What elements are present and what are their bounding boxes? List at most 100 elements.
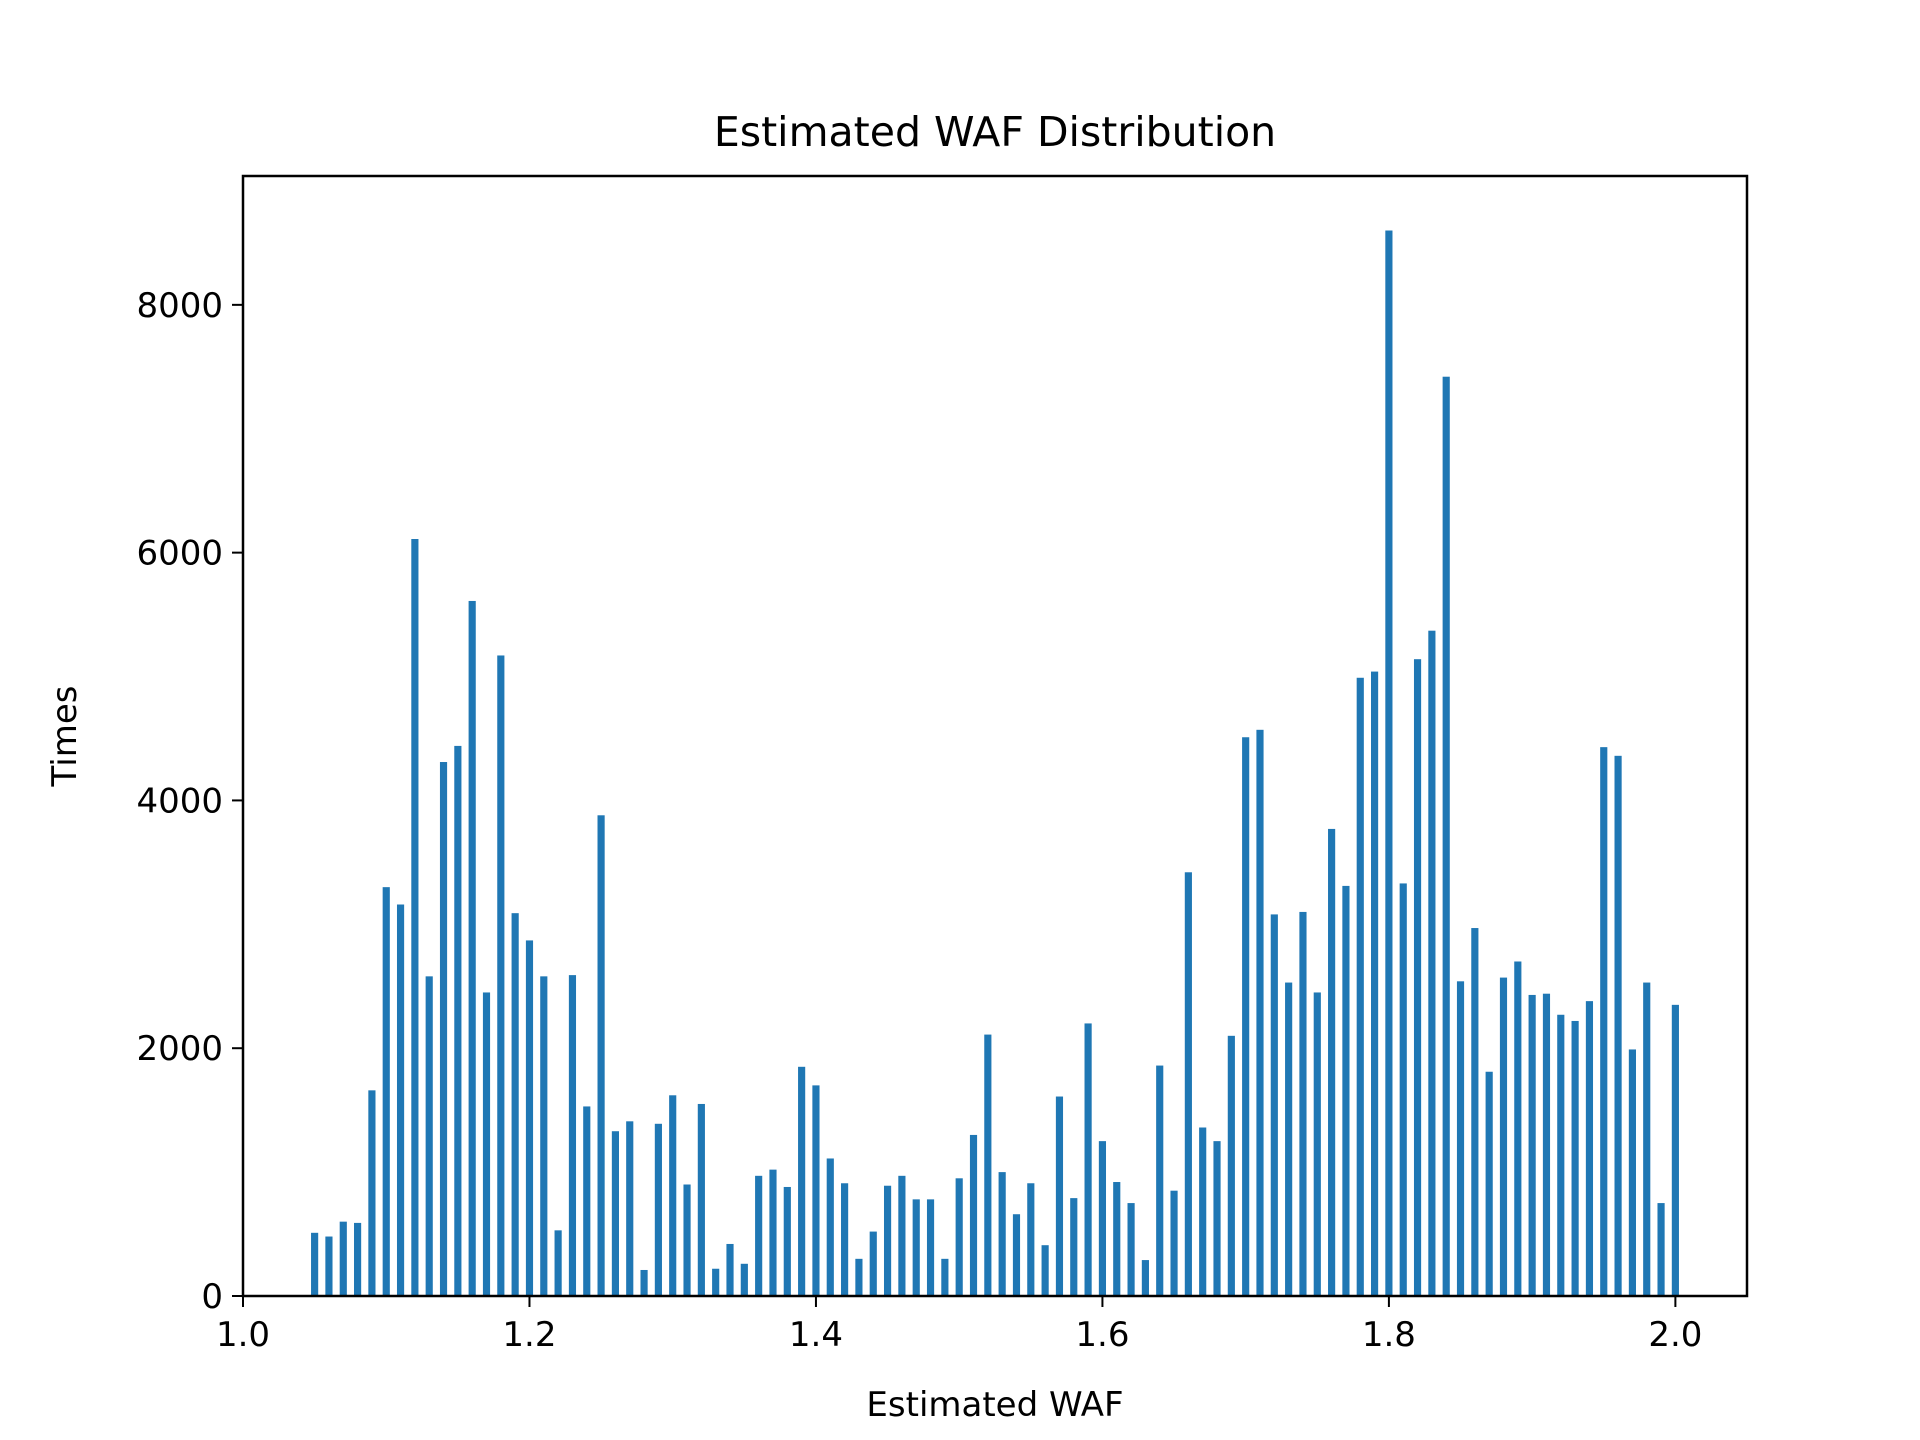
bar — [1385, 230, 1393, 1296]
bar — [826, 1158, 834, 1296]
bar — [1657, 1203, 1665, 1296]
bar — [396, 904, 405, 1296]
bar — [354, 1222, 362, 1296]
bar — [1055, 1096, 1064, 1296]
bar — [1041, 1245, 1049, 1296]
bar — [712, 1268, 720, 1296]
bar — [1285, 982, 1293, 1296]
bar — [969, 1134, 978, 1296]
x-tick-label: 1.0 — [216, 1315, 270, 1355]
bar — [597, 815, 605, 1296]
bar — [554, 1230, 562, 1296]
chart-title: Estimated WAF Distribution — [714, 108, 1276, 156]
bar — [439, 762, 448, 1296]
bar — [468, 600, 476, 1296]
bar — [1356, 677, 1364, 1296]
bar — [984, 1034, 992, 1296]
bar — [339, 1221, 347, 1296]
bar — [382, 887, 390, 1296]
bar — [1600, 747, 1608, 1296]
bar — [1270, 914, 1278, 1296]
bar — [1628, 1049, 1636, 1296]
x-tick-label: 1.4 — [789, 1315, 843, 1355]
bar — [898, 1175, 906, 1296]
bar — [454, 745, 462, 1296]
bar — [926, 1199, 935, 1296]
bar — [1070, 1198, 1078, 1296]
bar — [1127, 1203, 1135, 1296]
bar — [1399, 883, 1407, 1296]
x-tick-label: 1.2 — [502, 1315, 556, 1355]
bar — [425, 976, 433, 1296]
bar — [1156, 1065, 1164, 1296]
bars-group — [311, 230, 1679, 1297]
bar — [1141, 1260, 1149, 1296]
y-tick-label: 6000 — [136, 534, 223, 574]
bar — [1542, 993, 1551, 1296]
bar — [626, 1121, 634, 1296]
bar — [1499, 977, 1508, 1296]
bar — [1428, 630, 1436, 1296]
bar — [1199, 1127, 1207, 1296]
y-axis: 0 2000 4000 6000 8000 — [136, 286, 243, 1317]
bar — [1614, 755, 1622, 1296]
bar — [311, 1232, 319, 1296]
bar — [1299, 911, 1307, 1296]
bar — [1585, 1001, 1594, 1296]
y-axis-label: Times — [45, 686, 85, 788]
y-tick-label: 8000 — [136, 286, 223, 326]
bar — [1027, 1183, 1035, 1296]
bar — [869, 1231, 877, 1296]
bar — [583, 1106, 591, 1296]
bar — [1485, 1071, 1493, 1296]
bar — [1643, 982, 1651, 1296]
bar — [883, 1185, 892, 1296]
bar — [783, 1186, 791, 1296]
bar — [1371, 671, 1379, 1296]
bar — [798, 1066, 806, 1296]
bar — [1170, 1190, 1178, 1296]
bar — [1442, 376, 1450, 1297]
bar — [812, 1085, 820, 1296]
bar — [912, 1199, 920, 1296]
bar — [1084, 1023, 1092, 1296]
bar — [769, 1169, 777, 1296]
x-tick-label: 1.8 — [1362, 1315, 1416, 1355]
bar — [1098, 1141, 1107, 1296]
bar — [669, 1095, 677, 1296]
bar — [611, 1131, 619, 1296]
bar — [998, 1172, 1006, 1296]
bar — [740, 1263, 748, 1296]
bar — [411, 539, 419, 1296]
y-tick-label: 0 — [201, 1277, 223, 1317]
bar — [955, 1178, 963, 1296]
bar — [654, 1123, 662, 1296]
x-tick-label: 2.0 — [1648, 1315, 1702, 1355]
bar — [540, 976, 548, 1296]
bar — [1313, 992, 1321, 1296]
bar — [368, 1090, 376, 1296]
bar — [755, 1175, 763, 1296]
bar — [697, 1103, 705, 1296]
bar — [568, 975, 577, 1296]
x-axis: 1.0 1.2 1.4 1.6 1.8 2.0 — [216, 1296, 1702, 1355]
y-tick-label: 4000 — [136, 781, 223, 821]
bar — [1571, 1020, 1579, 1296]
bar — [1213, 1141, 1221, 1296]
bar — [726, 1243, 734, 1296]
x-axis-label: Estimated WAF — [866, 1385, 1123, 1425]
bar — [1256, 729, 1264, 1296]
bar — [941, 1258, 949, 1296]
bar — [511, 913, 519, 1296]
bar — [855, 1258, 863, 1296]
plot-frame — [241, 174, 1749, 1298]
bar — [1012, 1214, 1021, 1296]
bar — [640, 1269, 648, 1296]
bar — [1456, 981, 1465, 1296]
bar — [525, 940, 534, 1296]
bar — [1557, 1014, 1565, 1296]
bar — [1342, 885, 1350, 1296]
bar — [841, 1183, 849, 1296]
bar — [1528, 994, 1536, 1296]
